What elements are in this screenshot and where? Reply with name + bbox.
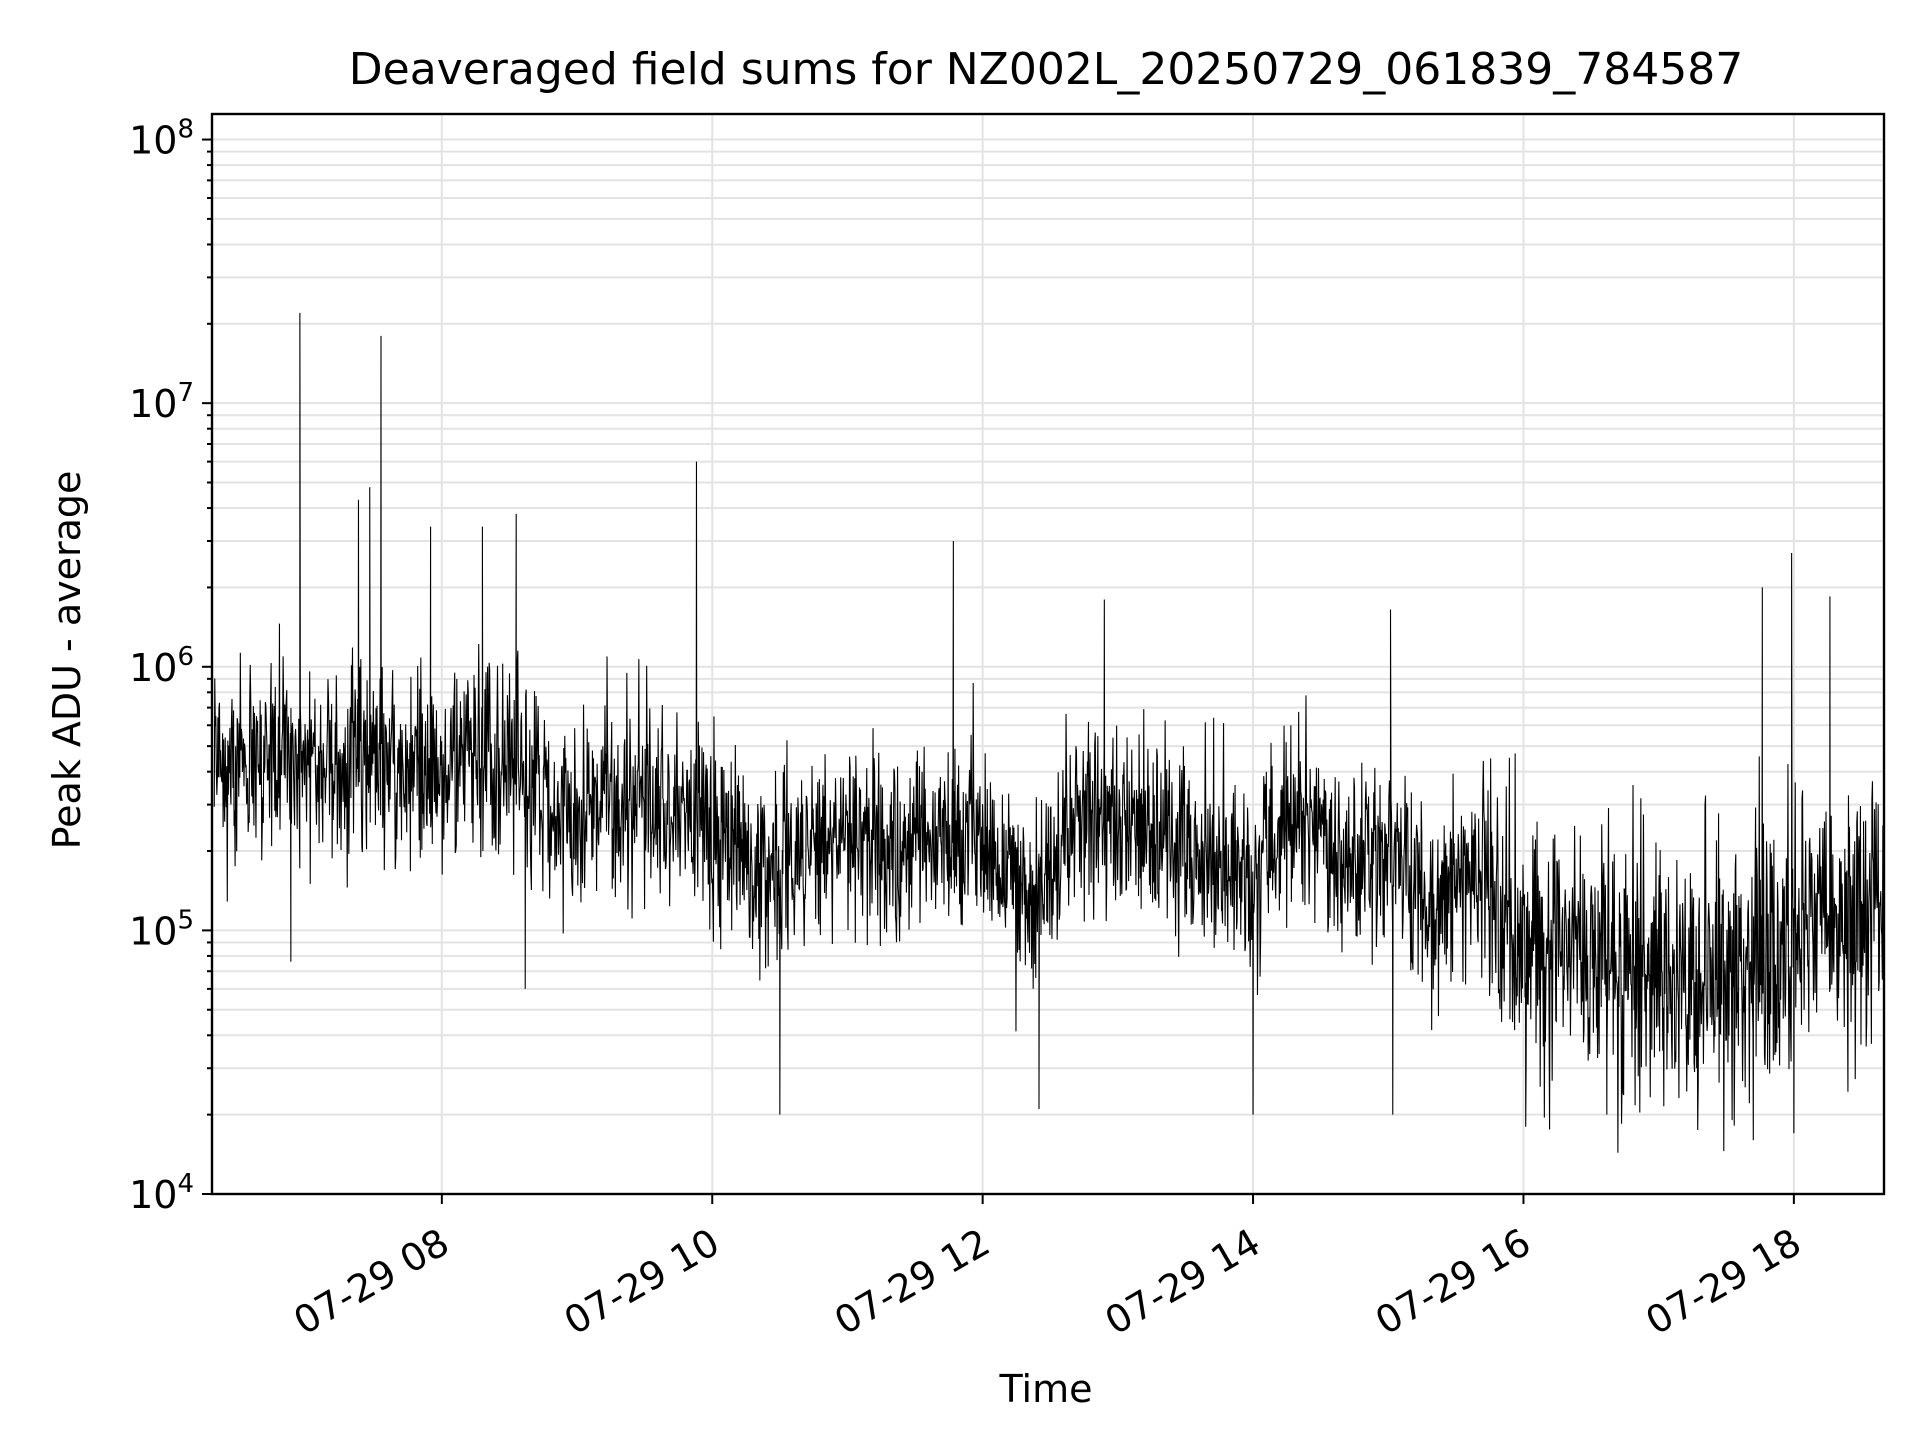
y-tick-label: 105: [129, 905, 194, 953]
y-tick-label: 104: [129, 1169, 194, 1217]
chart-title: Deaveraged field sums for NZ002L_2025072…: [349, 44, 1743, 95]
y-axis-label: Peak ADU - average: [45, 471, 89, 850]
y-tick-label: 107: [129, 378, 194, 426]
plot-frame: [210, 112, 1886, 1196]
y-tick-label: 108: [129, 115, 194, 163]
plot-area: [213, 312, 1884, 1153]
series-line: [213, 312, 1884, 1153]
x-axis-label: Time: [999, 1367, 1093, 1411]
y-tick-label: 106: [129, 642, 194, 690]
